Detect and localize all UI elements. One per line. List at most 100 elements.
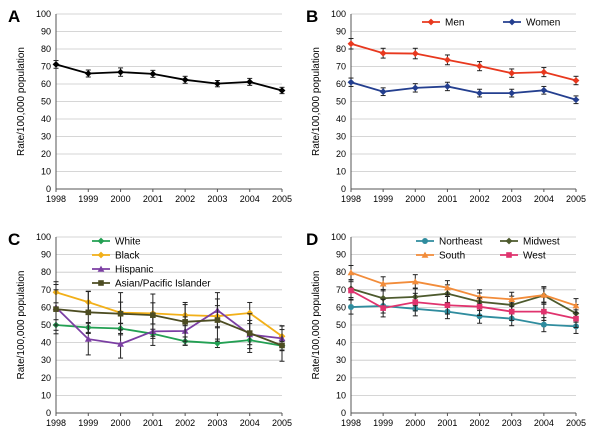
- data-point: [379, 280, 387, 287]
- x-tick-label: 2002: [470, 418, 490, 428]
- legend-label: South: [439, 251, 465, 262]
- series-men: [347, 38, 580, 86]
- panel-letter: A: [8, 7, 20, 26]
- y-tick-label: 30: [336, 355, 346, 365]
- legend-item: Women: [503, 18, 560, 29]
- data-point: [149, 70, 157, 78]
- data-point: [540, 68, 548, 76]
- x-tick-label: 2002: [175, 418, 195, 428]
- series-south: [347, 265, 580, 314]
- legend-label: Midwest: [523, 237, 560, 248]
- data-point: [572, 96, 580, 104]
- legend-swatch-marker: [421, 251, 429, 258]
- series-line: [350, 42, 577, 82]
- series-women: [347, 77, 580, 105]
- series-line: [55, 291, 283, 337]
- legend-item: Men: [422, 18, 464, 29]
- y-tick-label: 10: [336, 167, 346, 177]
- x-tick-label: 2001: [143, 194, 163, 204]
- legend-label: Hispanic: [115, 265, 153, 276]
- data-point: [278, 87, 286, 94]
- y-tick-label: 60: [41, 79, 51, 89]
- legend-swatch-marker: [506, 252, 512, 258]
- x-tick-label: 2004: [534, 418, 554, 428]
- data-point: [540, 291, 548, 298]
- data-point: [476, 89, 483, 97]
- data-point: [348, 304, 354, 311]
- x-tick-label: 2005: [566, 194, 586, 204]
- x-tick-label: 2001: [437, 194, 457, 204]
- data-point: [84, 335, 92, 342]
- data-point: [85, 309, 92, 316]
- y-tick-label: 30: [336, 132, 346, 142]
- data-point: [117, 68, 124, 76]
- legend-item: White: [92, 237, 141, 248]
- y-tick-label: 10: [41, 390, 51, 400]
- y-tick-label: 70: [41, 285, 51, 295]
- y-axis-label: Rate/100,000 population: [311, 271, 322, 380]
- y-tick-label: 40: [41, 114, 51, 124]
- series-line: [350, 287, 577, 315]
- x-tick-label: 1999: [78, 418, 98, 428]
- legend-label: Black: [115, 251, 140, 262]
- x-tick-label: 1998: [341, 418, 361, 428]
- y-tick-label: 100: [36, 9, 51, 19]
- y-tick-label: 100: [331, 9, 346, 19]
- x-tick-label: 1999: [373, 194, 393, 204]
- y-tick-label: 70: [336, 62, 346, 72]
- data-point: [246, 330, 253, 336]
- data-point: [347, 40, 355, 48]
- legend-label: White: [115, 237, 141, 248]
- data-point: [573, 315, 579, 322]
- y-tick-label: 40: [41, 338, 51, 348]
- data-point: [214, 317, 221, 323]
- y-tick-label: 20: [41, 149, 51, 159]
- data-point: [508, 89, 516, 97]
- y-tick-label: 80: [41, 267, 51, 277]
- data-point: [540, 86, 548, 94]
- data-point: [411, 278, 419, 285]
- data-point: [53, 306, 59, 312]
- y-tick-label: 0: [341, 184, 346, 194]
- data-point: [476, 62, 483, 70]
- legend-swatch-marker: [97, 251, 105, 259]
- y-tick-label: 20: [336, 149, 346, 159]
- series-line: [350, 289, 577, 320]
- data-point: [444, 284, 451, 291]
- x-tick-label: 1998: [341, 194, 361, 204]
- data-point: [84, 70, 92, 77]
- legend-label: Asian/Pacific Islander: [115, 279, 211, 290]
- data-point: [412, 299, 419, 305]
- data-point: [540, 321, 547, 328]
- data-point: [348, 287, 354, 294]
- legend-item: West: [500, 251, 546, 262]
- y-tick-label: 60: [336, 302, 346, 312]
- chart-panel-a: 0 10 20 30 40 50 60 70 80 90 100 1998 1999 2000 2001 20…: [8, 7, 292, 204]
- x-tick-label: 2005: [272, 194, 292, 204]
- data-point: [508, 295, 516, 303]
- data-point: [279, 342, 285, 349]
- data-point: [444, 56, 451, 64]
- data-point: [181, 76, 189, 84]
- legend-swatch-marker: [97, 265, 105, 272]
- x-tick-label: 2002: [470, 194, 490, 204]
- y-tick-label: 70: [336, 285, 346, 295]
- data-point: [379, 88, 387, 96]
- y-tick-label: 40: [336, 114, 346, 124]
- x-tick-label: 2003: [502, 194, 522, 204]
- y-tick-label: 50: [336, 97, 346, 107]
- legend-item: Black: [92, 251, 140, 262]
- data-point: [379, 294, 387, 302]
- y-tick-label: 90: [41, 27, 51, 37]
- y-tick-label: 80: [336, 44, 346, 54]
- y-tick-label: 0: [341, 408, 346, 418]
- y-tick-label: 50: [41, 97, 51, 107]
- y-tick-label: 50: [41, 320, 51, 330]
- chart-panel-b: 0 10 20 30 40 50 60 70 80 90 100 1998 1999 2000 2001 20…: [306, 7, 586, 204]
- legend-swatch-marker: [505, 237, 513, 245]
- data-point: [541, 308, 547, 315]
- x-tick-label: 2003: [207, 418, 227, 428]
- y-tick-label: 30: [41, 355, 51, 365]
- data-point: [476, 303, 483, 310]
